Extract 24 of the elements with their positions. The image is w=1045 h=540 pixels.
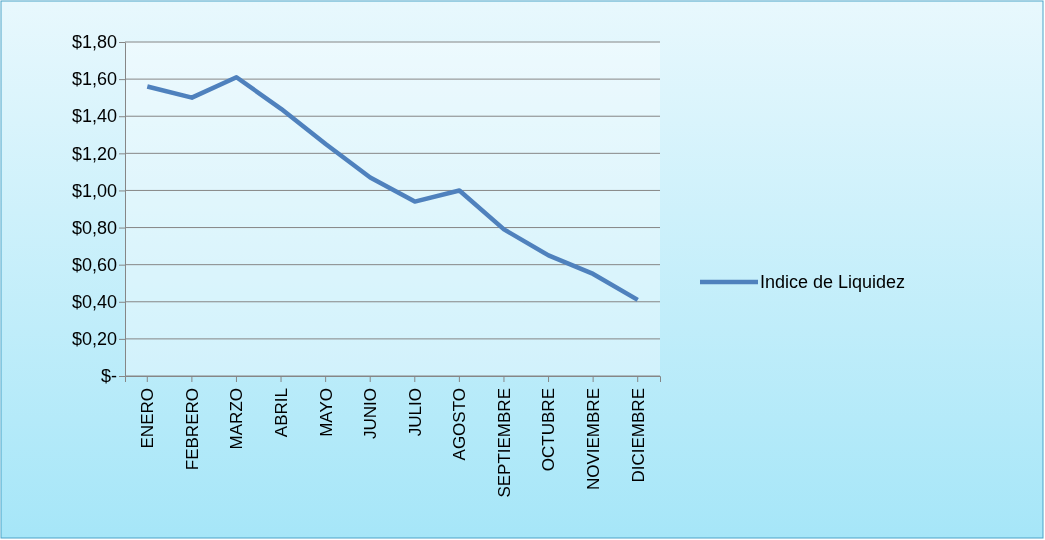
y-tick-label: $1,60 [71,69,117,90]
x-tick-label: MARZO [227,388,247,450]
x-tick-label: ABRIL [271,388,291,438]
y-tick-label: $0,60 [71,254,117,275]
x-tick-label: OCTUBRE [539,388,559,472]
y-tick-label: $0,40 [71,292,117,313]
x-tick-label: FEBRERO [182,388,202,471]
y-tick-label: $0,20 [71,329,117,350]
x-tick-label: SEPTIEMBRE [494,388,514,498]
legend-label: Indice de Liquidez [760,272,906,293]
x-tick-label: NOVIEMBRE [584,388,604,491]
y-tick-label: $1,40 [71,106,117,127]
x-tick-label: AGOSTO [450,388,470,461]
y-tick-label: $- [100,366,117,387]
x-tick-label: ENERO [138,388,158,449]
y-tick-label: $1,80 [71,32,117,53]
y-tick-label: $0,80 [71,217,117,238]
y-tick-label: $1,20 [71,143,117,164]
x-tick-label: JULIO [405,388,425,437]
x-tick-label: DICIEMBRE [628,388,648,483]
line-series [145,75,640,303]
x-tick-label: JUNIO [361,388,381,439]
x-tick-label: MAYO [316,388,336,437]
y-tick-label: $1,00 [71,180,117,201]
